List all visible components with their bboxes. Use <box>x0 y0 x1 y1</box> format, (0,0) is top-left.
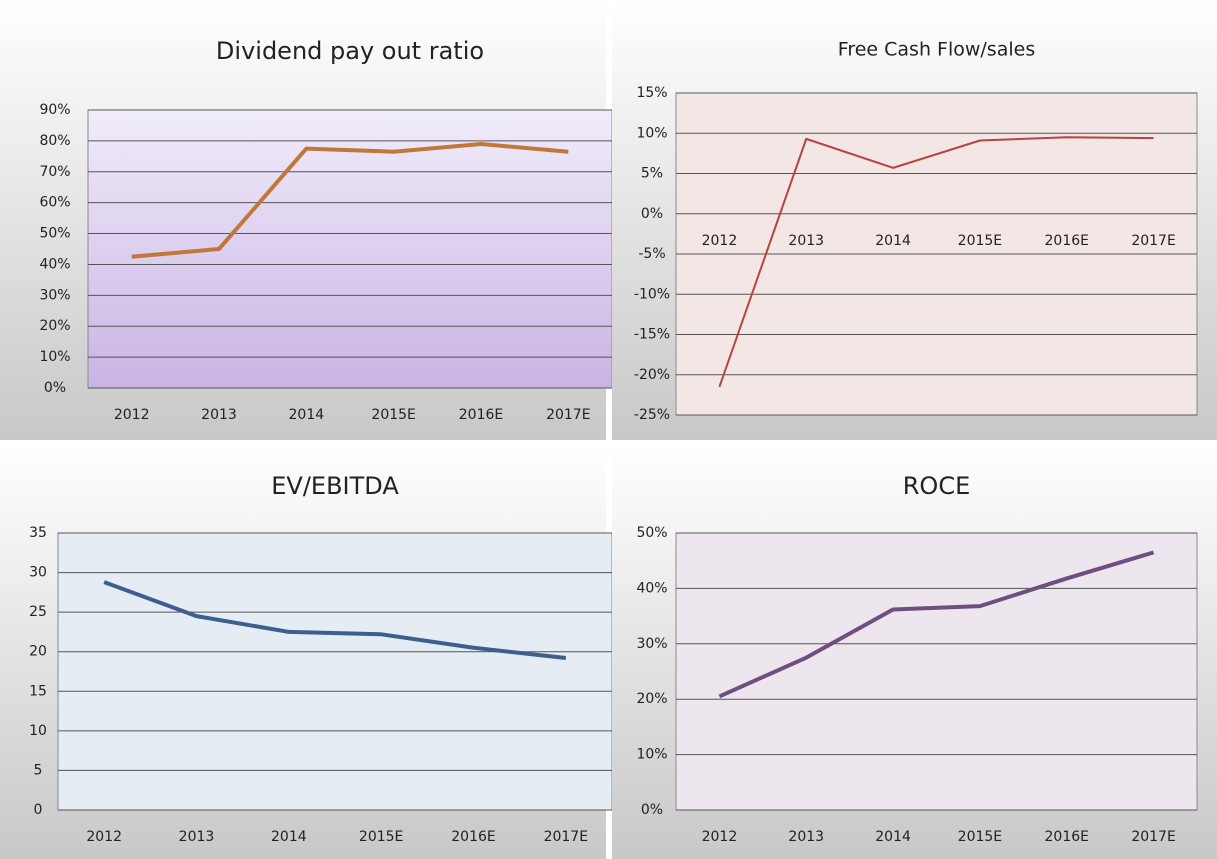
data-line <box>103 580 567 661</box>
y-tick-label: 30% <box>636 636 667 652</box>
y-tick-label: 0 <box>34 802 43 818</box>
data-line <box>718 136 1154 388</box>
y-tick-label: 0% <box>641 802 663 818</box>
chart-title: Dividend pay out ratio <box>216 37 484 65</box>
x-tick-label: 2015E <box>958 233 1002 249</box>
data-line <box>718 550 1155 699</box>
x-tick-label: 2014 <box>289 407 325 423</box>
x-tick-label: 2017E <box>544 829 588 845</box>
y-tick-label: 70% <box>39 164 70 180</box>
x-tick-label: 2012 <box>86 829 122 845</box>
y-tick-label: 35 <box>29 525 47 541</box>
y-tick-label: 5% <box>641 166 663 182</box>
x-tick-label: 2015E <box>359 829 403 845</box>
y-tick-label: 10 <box>29 723 47 739</box>
y-tick-label: 15 <box>29 683 47 699</box>
y-tick-label: 10% <box>39 349 70 365</box>
x-tick-label: 2013 <box>788 829 824 845</box>
x-tick-label: 2017E <box>546 407 590 423</box>
y-tick-label: 40% <box>636 580 667 596</box>
y-tick-label: 5 <box>34 762 43 778</box>
x-tick-label: 2014 <box>875 233 911 249</box>
chart-title: EV/EBITDA <box>271 472 399 500</box>
y-tick-label: -20% <box>634 367 670 383</box>
y-tick-label: 80% <box>39 133 70 149</box>
x-tick-label: 2014 <box>875 829 911 845</box>
y-tick-label: 20% <box>39 318 70 334</box>
x-tick-label: 2012 <box>114 407 150 423</box>
y-tick-label: 20 <box>29 644 47 660</box>
y-tick-label: -15% <box>634 327 670 343</box>
x-tick-label: 2016E <box>1045 829 1089 845</box>
x-tick-label: 2012 <box>702 829 738 845</box>
x-tick-label: 2013 <box>179 829 215 845</box>
x-tick-label: 2016E <box>1045 233 1089 249</box>
x-tick-label: 2017E <box>1131 233 1175 249</box>
x-tick-label: 2016E <box>451 829 495 845</box>
y-tick-label: 10% <box>636 747 667 763</box>
y-tick-label: -25% <box>634 407 670 423</box>
y-tick-label: 15% <box>636 85 667 101</box>
y-tick-label: 10% <box>636 125 667 141</box>
chart-title: Free Cash Flow/sales <box>838 39 1035 61</box>
plot-area <box>57 532 613 811</box>
plot-area <box>675 532 1198 811</box>
y-tick-label: 0% <box>44 380 66 396</box>
y-tick-label: 50% <box>636 525 667 541</box>
y-tick-label: 30% <box>39 287 70 303</box>
y-tick-label: 20% <box>636 691 667 707</box>
x-tick-label: 2015E <box>371 407 415 423</box>
y-tick-label: 50% <box>39 226 70 242</box>
y-tick-label: -10% <box>634 286 670 302</box>
x-tick-label: 2012 <box>702 233 738 249</box>
chart-title: ROCE <box>903 472 971 500</box>
y-tick-label: 0% <box>641 206 663 222</box>
x-tick-label: 2013 <box>201 407 237 423</box>
y-tick-label: -5% <box>638 246 665 262</box>
x-tick-label: 2017E <box>1131 829 1175 845</box>
plot-area <box>87 109 613 389</box>
x-tick-label: 2015E <box>958 829 1002 845</box>
y-tick-label: 40% <box>39 256 70 272</box>
y-tick-label: 90% <box>39 102 70 118</box>
y-tick-label: 25 <box>29 604 47 620</box>
data-line <box>131 141 569 259</box>
y-tick-label: 30 <box>29 565 47 581</box>
y-tick-label: 60% <box>39 195 70 211</box>
x-tick-label: 2016E <box>459 407 503 423</box>
x-tick-label: 2014 <box>271 829 307 845</box>
x-tick-label: 2013 <box>788 233 824 249</box>
